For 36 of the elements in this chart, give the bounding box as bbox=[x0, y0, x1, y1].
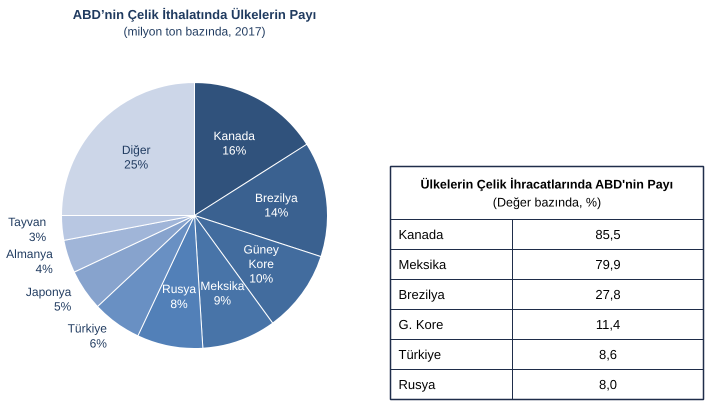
text: 79,9 bbox=[595, 257, 621, 272]
category-label: Rusya bbox=[398, 377, 436, 392]
category-label: G. Kore bbox=[398, 317, 444, 332]
data-label: 14% bbox=[264, 205, 289, 220]
data-label: 8% bbox=[170, 296, 188, 311]
data-label: 4% bbox=[35, 262, 54, 276]
slice-label: Tayvan bbox=[8, 215, 46, 230]
slice-label: Brezilya bbox=[254, 190, 298, 205]
text: 85,5 bbox=[595, 227, 621, 242]
slice-label: Japonya bbox=[26, 284, 72, 299]
slice-label: Kanada bbox=[214, 128, 256, 143]
category-label: Meksika bbox=[398, 257, 447, 272]
chart-subtitle: (milyon ton bazında, 2017) bbox=[123, 24, 266, 38]
data-label: 5% bbox=[54, 300, 72, 314]
category-label: Türkiye bbox=[398, 347, 442, 362]
slice-label: Rusya bbox=[162, 282, 196, 296]
category-label: Kanada bbox=[398, 227, 444, 242]
data-label: 6% bbox=[90, 336, 108, 350]
data-label: 3% bbox=[28, 230, 47, 244]
chart-title: ABD’nin Çelik İthalatında Ülkelerin Payı bbox=[72, 7, 316, 22]
data-label: 16% bbox=[222, 144, 247, 158]
text: 27,8 bbox=[595, 287, 621, 302]
slice-label: Almanya bbox=[6, 247, 54, 262]
text: Ülkelerin Çelik İhracatlarında ABD'nin Payı bbox=[420, 178, 674, 192]
category-label: Brezilya bbox=[398, 287, 446, 302]
text: 8,6 bbox=[598, 347, 618, 362]
slice-label: Türkiye bbox=[68, 322, 108, 336]
text: 11,4 bbox=[596, 317, 620, 332]
slice-label: Meksika bbox=[200, 278, 245, 293]
slice-label: Güney Kore bbox=[244, 242, 279, 271]
data-label: 10% bbox=[249, 272, 274, 286]
data-label: 9% bbox=[214, 293, 232, 308]
text: (Değer bazında, %) bbox=[492, 196, 602, 210]
slice-label: Diğer bbox=[122, 142, 151, 157]
data-label: 25% bbox=[124, 158, 149, 172]
text: 8,0 bbox=[598, 377, 618, 392]
